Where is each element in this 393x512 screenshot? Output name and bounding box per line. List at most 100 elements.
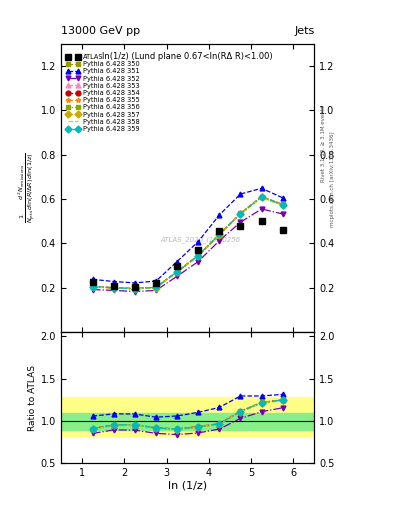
Pythia 6.428 351	[132, 280, 137, 286]
Pythia 6.428 359	[238, 210, 243, 217]
Pythia 6.428 358	[259, 195, 264, 201]
Pythia 6.428 357	[217, 232, 222, 238]
Pythia 6.428 358	[238, 211, 243, 217]
Pythia 6.428 353	[175, 269, 180, 275]
ATLAS	[196, 247, 200, 253]
Pythia 6.428 352	[175, 273, 180, 279]
Pythia 6.428 356	[217, 231, 222, 238]
Legend: ATLAS, Pythia 6.428 350, Pythia 6.428 351, Pythia 6.428 352, Pythia 6.428 353, P: ATLAS, Pythia 6.428 350, Pythia 6.428 35…	[64, 53, 141, 133]
Pythia 6.428 356	[196, 253, 200, 259]
Pythia 6.428 357	[175, 269, 180, 275]
Pythia 6.428 358	[111, 285, 116, 291]
Text: ln(1/z) (Lund plane 0.67<ln(RΔ R)<1.00): ln(1/z) (Lund plane 0.67<ln(RΔ R)<1.00)	[102, 52, 273, 61]
Pythia 6.428 351	[175, 259, 180, 265]
Pythia 6.428 356	[154, 285, 158, 291]
Pythia 6.428 353	[132, 286, 137, 292]
Pythia 6.428 357	[90, 284, 95, 290]
Pythia 6.428 359	[259, 194, 264, 200]
Y-axis label: $\frac{1}{N_\mathrm{jets}}\frac{d^2 N_\mathrm{emissions}}{d\ln(R/\Delta R)\,d\ln: $\frac{1}{N_\mathrm{jets}}\frac{d^2 N_\m…	[16, 153, 37, 223]
Pythia 6.428 357	[154, 285, 158, 291]
Pythia 6.428 350	[175, 269, 180, 275]
Pythia 6.428 351	[280, 195, 285, 201]
Pythia 6.428 353	[280, 201, 285, 207]
Pythia 6.428 359	[196, 252, 200, 259]
ATLAS	[238, 223, 243, 229]
Pythia 6.428 350	[280, 201, 285, 207]
Pythia 6.428 356	[175, 269, 180, 275]
Pythia 6.428 352	[132, 288, 137, 294]
Line: Pythia 6.428 357: Pythia 6.428 357	[90, 195, 285, 291]
ATLAS	[90, 279, 95, 285]
Line: Pythia 6.428 350: Pythia 6.428 350	[90, 194, 285, 291]
Pythia 6.428 355	[280, 201, 285, 207]
Pythia 6.428 351	[154, 278, 158, 284]
Pythia 6.428 354	[175, 269, 180, 275]
Pythia 6.428 350	[132, 286, 137, 292]
Pythia 6.428 356	[238, 211, 243, 217]
Pythia 6.428 354	[154, 284, 158, 290]
Text: ATLAS_2020_I1790256: ATLAS_2020_I1790256	[160, 237, 241, 243]
Pythia 6.428 350	[238, 210, 243, 217]
Pythia 6.428 353	[217, 231, 222, 238]
Pythia 6.428 359	[90, 284, 95, 290]
Pythia 6.428 350	[217, 231, 222, 238]
Pythia 6.428 354	[238, 210, 243, 217]
Text: Jets: Jets	[294, 26, 314, 36]
Pythia 6.428 354	[196, 252, 200, 259]
Pythia 6.428 359	[111, 285, 116, 291]
Pythia 6.428 352	[111, 287, 116, 293]
Pythia 6.428 359	[217, 231, 222, 238]
Bar	[61, 397, 314, 436]
Pythia 6.428 352	[238, 219, 243, 225]
ATLAS	[175, 263, 180, 269]
Pythia 6.428 353	[154, 284, 158, 290]
Pythia 6.428 352	[196, 259, 200, 265]
Line: Pythia 6.428 352: Pythia 6.428 352	[90, 206, 285, 294]
Pythia 6.428 359	[280, 202, 285, 208]
Pythia 6.428 357	[238, 211, 243, 217]
Pythia 6.428 351	[238, 191, 243, 197]
Pythia 6.428 357	[111, 285, 116, 291]
Bar	[61, 413, 314, 430]
Pythia 6.428 355	[154, 284, 158, 290]
Pythia 6.428 358	[280, 202, 285, 208]
X-axis label: ln (1/z): ln (1/z)	[168, 481, 207, 491]
Pythia 6.428 355	[196, 252, 200, 259]
Pythia 6.428 357	[259, 195, 264, 201]
Pythia 6.428 350	[111, 285, 116, 291]
Line: ATLAS: ATLAS	[89, 218, 286, 290]
Pythia 6.428 355	[259, 194, 264, 200]
Pythia 6.428 350	[154, 284, 158, 290]
Pythia 6.428 354	[259, 194, 264, 200]
Pythia 6.428 351	[196, 239, 200, 245]
Pythia 6.428 359	[154, 284, 158, 290]
Pythia 6.428 351	[217, 212, 222, 218]
Line: Pythia 6.428 356: Pythia 6.428 356	[90, 195, 285, 291]
Pythia 6.428 352	[280, 211, 285, 217]
Pythia 6.428 356	[111, 285, 116, 291]
ATLAS	[154, 280, 158, 286]
Pythia 6.428 354	[132, 286, 137, 292]
Text: Rivet 3.1.10, ≥ 3.1M events: Rivet 3.1.10, ≥ 3.1M events	[320, 105, 325, 182]
Line: Pythia 6.428 359: Pythia 6.428 359	[90, 195, 285, 291]
Text: mcplots.cern.ch [arXiv:1306.3436]: mcplots.cern.ch [arXiv:1306.3436]	[330, 132, 335, 227]
Pythia 6.428 357	[280, 202, 285, 208]
Line: Pythia 6.428 354: Pythia 6.428 354	[90, 195, 285, 291]
Pythia 6.428 352	[259, 206, 264, 212]
Pythia 6.428 354	[280, 202, 285, 208]
Line: Pythia 6.428 351: Pythia 6.428 351	[90, 186, 285, 285]
Pythia 6.428 351	[90, 276, 95, 283]
Pythia 6.428 355	[175, 269, 180, 275]
Pythia 6.428 351	[111, 279, 116, 285]
Pythia 6.428 351	[259, 185, 264, 191]
Pythia 6.428 357	[196, 253, 200, 259]
Text: 13000 GeV pp: 13000 GeV pp	[61, 26, 140, 36]
Pythia 6.428 359	[175, 269, 180, 275]
ATLAS	[217, 228, 222, 234]
Pythia 6.428 350	[259, 194, 264, 200]
Pythia 6.428 352	[90, 286, 95, 292]
Pythia 6.428 355	[111, 285, 116, 291]
Pythia 6.428 355	[90, 284, 95, 290]
ATLAS	[280, 227, 285, 233]
Pythia 6.428 354	[111, 285, 116, 291]
